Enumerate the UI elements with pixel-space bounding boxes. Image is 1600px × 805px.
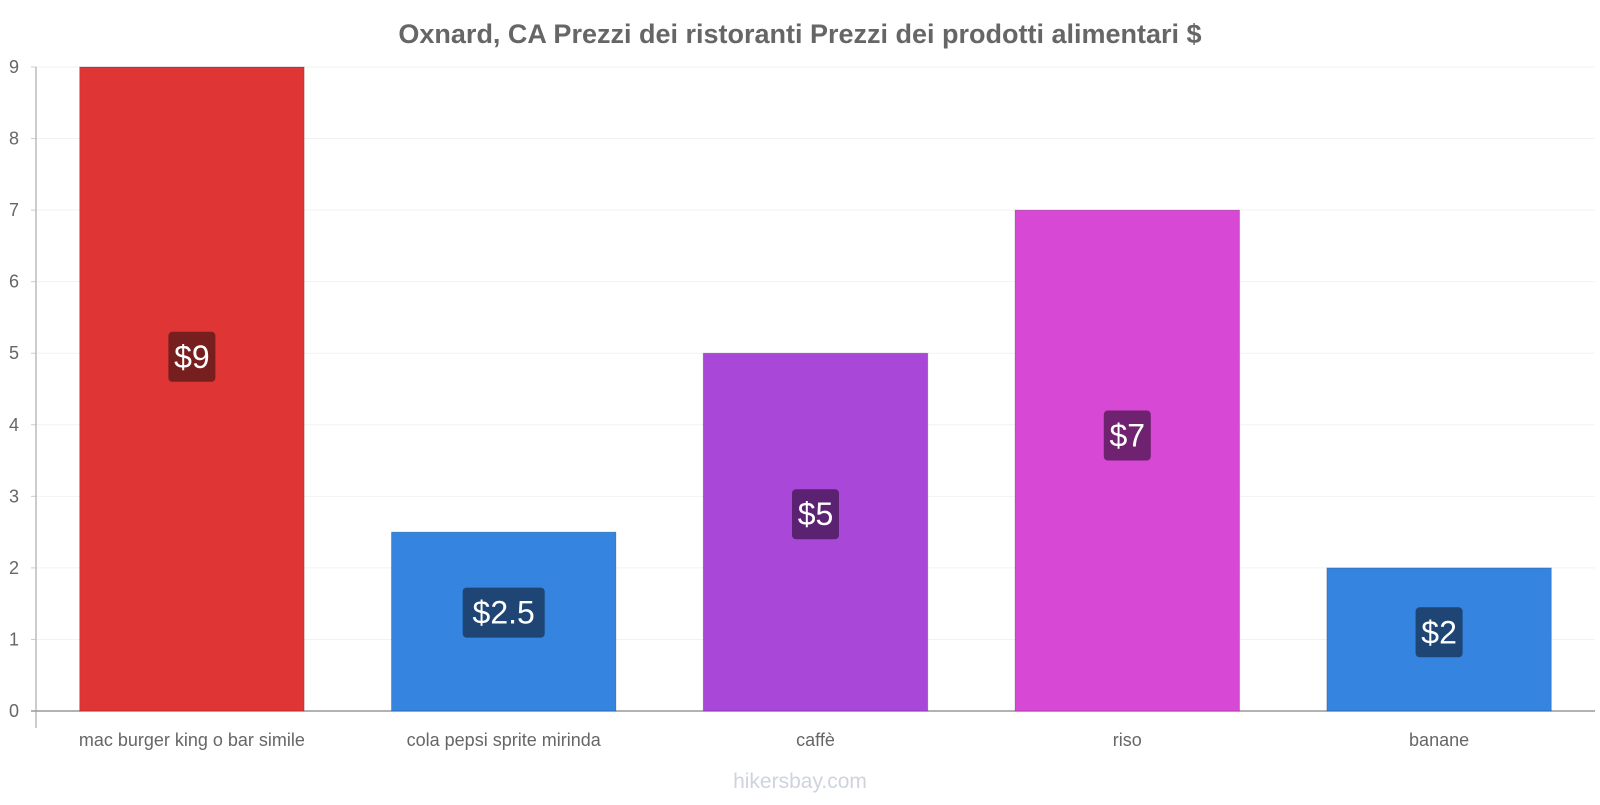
- y-tick-label: 2: [9, 558, 19, 578]
- value-label: $2.5: [473, 595, 535, 631]
- watermark: hikersbay.com: [733, 770, 867, 793]
- value-labels: $9 $2.5 $5 $7 $2: [168, 331, 1463, 658]
- y-tick-label: 7: [9, 200, 19, 220]
- value-label: $7: [1110, 418, 1146, 454]
- y-tick-label: 6: [9, 272, 19, 292]
- y-tick-label: 0: [9, 701, 19, 721]
- y-tick-label: 9: [9, 57, 19, 77]
- bar: [1014, 209, 1241, 712]
- value-label-bg: [1103, 410, 1151, 461]
- category-label: cola pepsi sprite mirinda: [407, 730, 602, 750]
- bars: [79, 66, 1552, 712]
- y-tick-label: 1: [9, 629, 19, 649]
- value-label: $9: [174, 339, 210, 375]
- y-tick-label: 4: [9, 415, 19, 435]
- category-label: banane: [1409, 730, 1469, 750]
- category-label: mac burger king o bar simile: [79, 730, 305, 750]
- value-label: $2: [1421, 614, 1457, 650]
- category-label: riso: [1113, 730, 1142, 750]
- y-tick-label: 8: [9, 129, 19, 149]
- chart-title: Oxnard, CA Prezzi dei ristoranti Prezzi …: [398, 19, 1201, 49]
- value-label-bg: [1415, 607, 1463, 658]
- value-label: $5: [798, 496, 834, 532]
- y-tick-label: 5: [9, 343, 19, 363]
- value-label-bg: [462, 587, 545, 638]
- category-label: caffè: [796, 730, 835, 750]
- y-tick-labels: 0 1 2 3 4 5 6 7 8 9: [9, 57, 19, 721]
- category-labels: mac burger king o bar simile cola pepsi s…: [79, 730, 1469, 750]
- value-label-bg: [792, 489, 839, 540]
- y-tick-label: 3: [9, 486, 19, 506]
- value-label-bg: [168, 331, 216, 382]
- bar: [79, 66, 305, 712]
